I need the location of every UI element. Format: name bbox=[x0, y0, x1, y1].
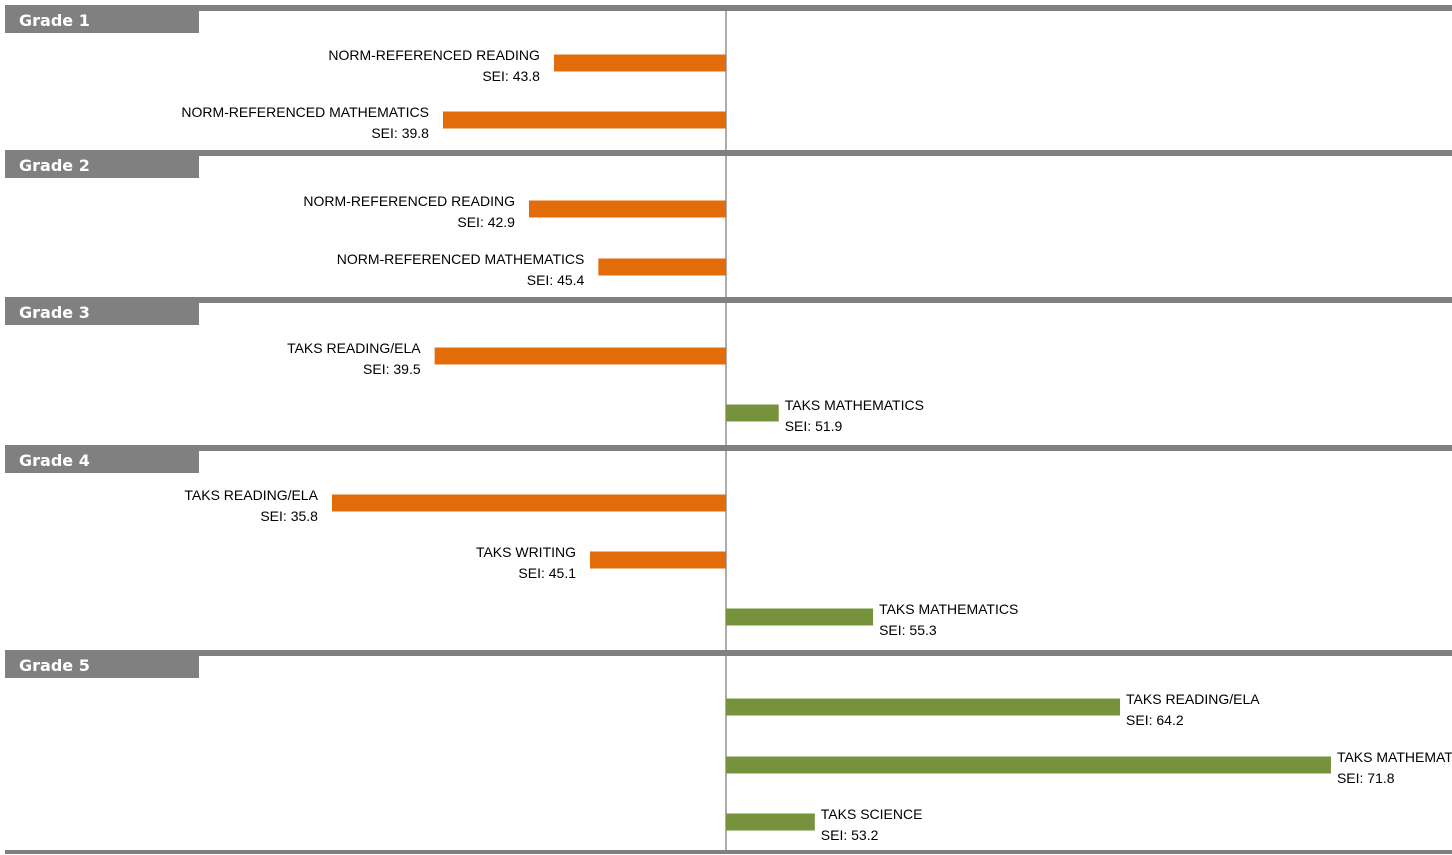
bar bbox=[442, 111, 726, 129]
bar bbox=[331, 494, 726, 512]
bar-value-label: SEI: 51.9 bbox=[785, 418, 843, 434]
grade-title: Grade 4 bbox=[19, 451, 90, 470]
bar-label: TAKS MATHEMATICS bbox=[1337, 749, 1452, 765]
bar-value-label: SEI: 64.2 bbox=[1126, 712, 1184, 728]
bar-label: TAKS READING/ELA bbox=[287, 340, 421, 356]
bar-label: TAKS MATHEMATICS bbox=[879, 601, 1018, 617]
grade-title: Grade 1 bbox=[19, 11, 90, 30]
grade-header-rule bbox=[5, 297, 1452, 303]
bar-label: NORM-REFERENCED MATHEMATICS bbox=[337, 251, 585, 267]
grade-title: Grade 3 bbox=[19, 303, 90, 322]
bar-label: NORM-REFERENCED READING bbox=[328, 47, 540, 63]
grade-header-rule bbox=[5, 5, 1452, 11]
bottom-rule bbox=[5, 850, 1452, 854]
bar-value-label: SEI: 71.8 bbox=[1337, 770, 1395, 786]
bar-value-label: SEI: 45.4 bbox=[527, 272, 585, 288]
bar bbox=[726, 404, 779, 422]
bar bbox=[590, 551, 726, 569]
bar-value-label: SEI: 35.8 bbox=[260, 508, 318, 524]
grade-header-tab bbox=[5, 297, 199, 325]
bar bbox=[528, 200, 726, 218]
grade-header-tab bbox=[5, 150, 199, 178]
grade-title: Grade 2 bbox=[19, 156, 90, 175]
bar-label: TAKS WRITING bbox=[476, 544, 576, 560]
bar-label: NORM-REFERENCED MATHEMATICS bbox=[181, 104, 429, 120]
grade-header-tab bbox=[5, 5, 199, 33]
bar bbox=[726, 608, 874, 626]
bar-value-label: SEI: 45.1 bbox=[518, 565, 576, 581]
bar bbox=[553, 54, 726, 72]
bar-value-label: SEI: 55.3 bbox=[879, 622, 937, 638]
grade-header-rule bbox=[5, 650, 1452, 656]
grade-header-rule bbox=[5, 150, 1452, 156]
bar bbox=[598, 258, 726, 276]
grade-title: Grade 5 bbox=[19, 656, 90, 675]
bar bbox=[434, 347, 726, 365]
bar-value-label: SEI: 39.8 bbox=[371, 125, 429, 141]
bar-value-label: SEI: 43.8 bbox=[482, 68, 540, 84]
bar-label: TAKS MATHEMATICS bbox=[785, 397, 924, 413]
bar-value-label: SEI: 53.2 bbox=[821, 827, 879, 843]
bar-value-label: SEI: 42.9 bbox=[457, 214, 515, 230]
bar-label: TAKS SCIENCE bbox=[821, 806, 923, 822]
bar bbox=[726, 813, 815, 831]
bar-label: NORM-REFERENCED READING bbox=[303, 193, 515, 209]
bar-value-label: SEI: 39.5 bbox=[363, 361, 421, 377]
grade-header-tab bbox=[5, 650, 199, 678]
bar bbox=[726, 756, 1331, 774]
bar bbox=[726, 698, 1121, 716]
bar-label: TAKS READING/ELA bbox=[184, 487, 318, 503]
grade-header-tab bbox=[5, 445, 199, 473]
grade-header-rule bbox=[5, 445, 1452, 451]
bar-label: TAKS READING/ELA bbox=[1126, 691, 1260, 707]
